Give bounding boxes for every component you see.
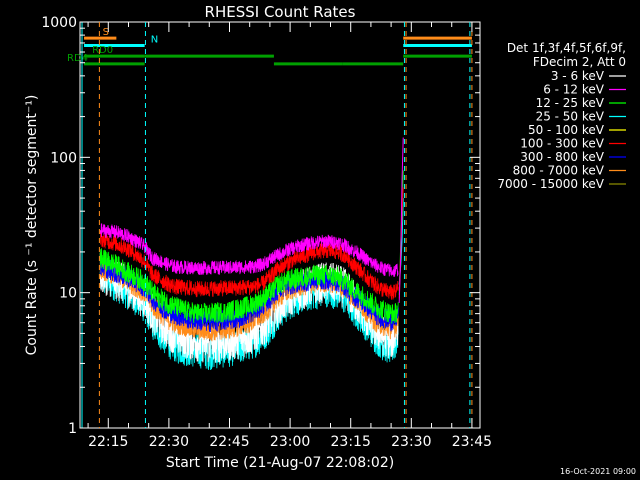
plot-frame — [79, 21, 481, 429]
x-tick-label: 22:15 — [88, 434, 128, 450]
legend-header-line-1: Det 1f,3f,4f,5f,6f,9f, — [507, 41, 626, 55]
x-axis-label: Start Time (21-Aug-07 22:08:02) — [166, 455, 394, 471]
series-6-12-kev — [99, 223, 399, 277]
legend-label: 3 - 6 keV — [551, 69, 605, 83]
y-axis-label-part: detector segment — [24, 113, 40, 243]
flare-spike-line — [398, 137, 404, 303]
legend-label: 800 - 7000 keV — [513, 164, 605, 178]
x-tick-label: 23:45 — [452, 434, 492, 450]
legend-header-line-2: FDecim 2, Att 0 — [533, 55, 626, 69]
series-100-300-kev — [99, 231, 399, 300]
y-tick-label: 100 — [50, 150, 77, 166]
x-tick-label: 22:45 — [209, 434, 249, 450]
flag-label-rd4: RD4 — [67, 53, 88, 64]
flag-label-rd0: RD0 — [92, 45, 113, 56]
flag-label-n: N — [151, 35, 158, 46]
y-tick-label: 1 — [68, 421, 77, 437]
y-tick-label: 10 — [59, 286, 77, 302]
legend-label: 25 - 50 keV — [536, 110, 605, 124]
x-tick-label: 23:15 — [331, 434, 371, 450]
y-axis-label: Count Rate (s ⁻¹ detector segment⁻¹) — [24, 95, 40, 356]
y-axis-label-part: ) — [24, 95, 40, 100]
y-axis-label-part: ⁻¹ — [24, 243, 40, 256]
legend-label: 100 - 300 keV — [520, 137, 604, 151]
flag-label-s: S — [103, 27, 109, 38]
flag-bars: S N RD0 RD4 — [67, 27, 472, 66]
legend-label: 300 - 800 keV — [520, 150, 604, 164]
x-tick-label: 23:30 — [391, 434, 431, 450]
timestamp: 16-Oct-2021 09:00 — [560, 467, 636, 476]
series-group — [99, 137, 404, 371]
y-axis-label-part: ⁻¹ — [24, 100, 40, 113]
legend-label: 50 - 100 keV — [528, 123, 605, 137]
legend-label: 12 - 25 keV — [536, 96, 605, 110]
series-12-25-kev — [99, 248, 399, 324]
y-axis-label-a: Count Rate (s — [24, 260, 40, 355]
vertical-markers — [81, 22, 473, 428]
legend-label: 7000 - 15000 keV — [497, 177, 604, 191]
axis-ticks: 1 10 100 1000 22:15 22:30 22:45 23:00 23:15 23:30… — [41, 15, 492, 450]
y-tick-label: 1000 — [41, 15, 77, 31]
legend-label: 6 - 12 keV — [543, 83, 605, 97]
legend: Det 1f,3f,4f,5f,6f,9f, FDecim 2, Att 0 3… — [497, 41, 626, 191]
chart-title: RHESSI Count Rates — [205, 3, 356, 21]
x-tick-label: 22:30 — [149, 434, 189, 450]
x-tick-label: 23:00 — [270, 434, 310, 450]
